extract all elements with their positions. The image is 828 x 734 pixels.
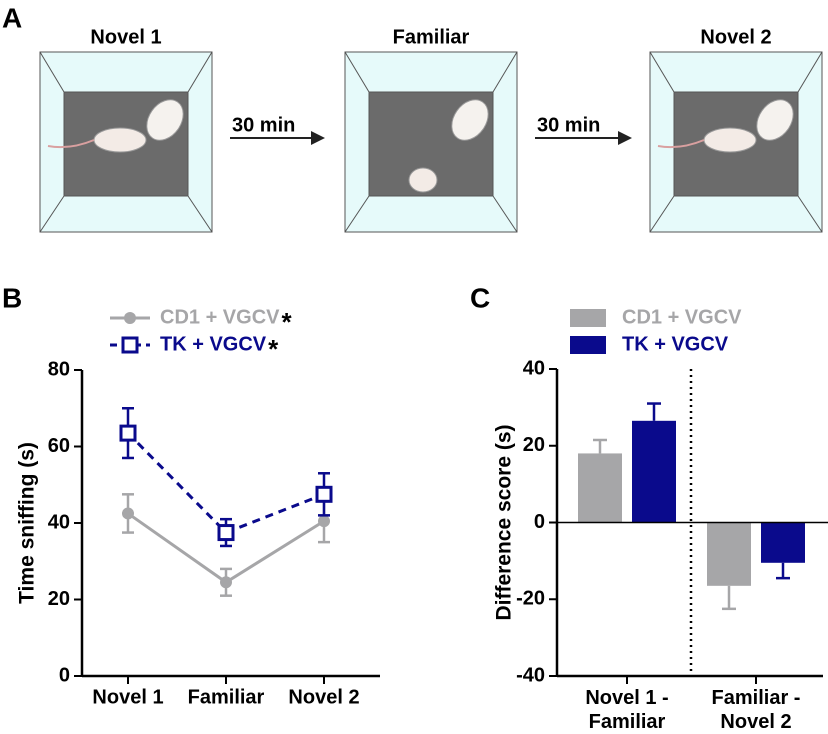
y-tick-label: 40 xyxy=(48,511,70,533)
x-tick-label: Familiar xyxy=(188,686,265,708)
tail xyxy=(47,139,95,149)
arrow-head xyxy=(618,131,632,145)
marker xyxy=(315,485,333,503)
bar xyxy=(761,522,805,563)
y-tick-label: -40 xyxy=(516,664,545,686)
arrow-head xyxy=(311,131,325,145)
legend-swatch xyxy=(570,309,606,327)
marker xyxy=(217,524,235,542)
y-tick-label: 20 xyxy=(48,588,70,610)
significance: * xyxy=(281,307,292,337)
y-tick-label: 0 xyxy=(534,511,545,533)
marker xyxy=(122,507,134,520)
marker xyxy=(318,515,330,528)
rat xyxy=(756,99,794,141)
y-axis-label: Time sniffing (s) xyxy=(16,442,39,604)
legend-label: TK + VGCV xyxy=(622,333,729,355)
x-tick-label: Novel 2 xyxy=(288,686,359,708)
y-tick-label: 20 xyxy=(523,434,545,456)
bar xyxy=(632,420,676,523)
box-title: Familiar xyxy=(393,26,470,48)
bar xyxy=(707,522,751,586)
arena-edge xyxy=(187,51,213,93)
mouse xyxy=(703,127,757,153)
significance: * xyxy=(268,334,279,364)
arena-edge xyxy=(797,51,823,93)
tail xyxy=(657,139,705,149)
marker xyxy=(121,336,139,354)
panel-label: B xyxy=(2,282,22,313)
arena-edge xyxy=(39,195,65,233)
legend-label: CD1 + VGCV xyxy=(622,306,742,328)
y-tick-label: 80 xyxy=(48,358,70,380)
rat xyxy=(146,99,184,141)
box-title: Novel 2 xyxy=(700,26,771,48)
rat xyxy=(451,99,489,141)
box-title: Novel 1 xyxy=(90,26,161,48)
x-tick-label: Novel 1 xyxy=(92,686,163,708)
marker xyxy=(119,424,137,442)
series-line xyxy=(126,432,325,535)
y-tick-label: 0 xyxy=(59,664,70,686)
y-axis-label: Difference score (s) xyxy=(493,424,516,620)
y-tick-label: 60 xyxy=(48,435,70,457)
panel-label: C xyxy=(470,282,490,313)
bar xyxy=(578,453,622,523)
x-tick-label: Familiar - Novel 2 xyxy=(711,687,801,733)
arena-edge xyxy=(344,51,370,93)
y-tick-label: 40 xyxy=(523,357,545,379)
y-tick-label: -20 xyxy=(516,588,545,610)
arena-edge xyxy=(492,195,518,233)
arena-edge xyxy=(797,195,823,233)
arrow-label: 30 min xyxy=(537,114,600,136)
legend-label: CD1 + VGCV xyxy=(160,306,280,328)
x-tick-label: Novel 1 - Familiar xyxy=(585,687,669,733)
legend-label: TK + VGCV xyxy=(160,333,267,355)
arena-edge xyxy=(492,51,518,93)
mouse xyxy=(408,167,438,193)
arrow-label: 30 min xyxy=(232,114,295,136)
panel-label: A xyxy=(2,2,22,33)
marker xyxy=(124,312,136,324)
marker xyxy=(220,576,232,589)
arena-edge xyxy=(344,195,370,233)
arena-edge xyxy=(39,51,65,93)
legend-swatch xyxy=(570,336,606,354)
mouse xyxy=(93,127,147,153)
arena-edge xyxy=(187,195,213,233)
arena-edge xyxy=(649,195,675,233)
arena-edge xyxy=(649,51,675,93)
